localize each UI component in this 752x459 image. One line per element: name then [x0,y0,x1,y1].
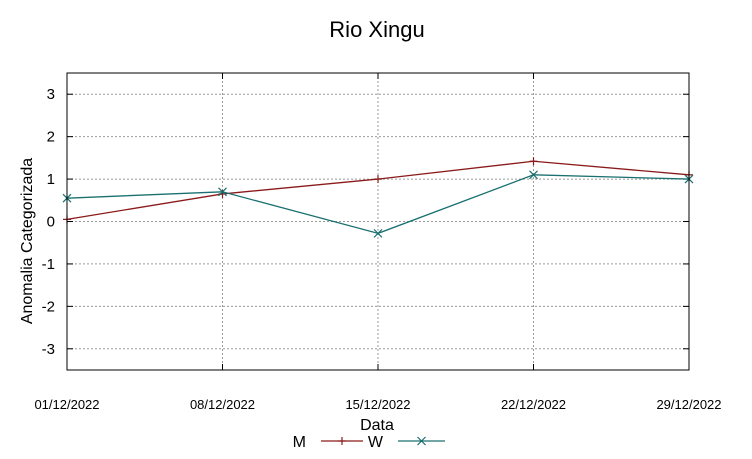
x-axis-label: Data [360,417,394,434]
legend-marker [417,436,426,446]
data-point-w [529,170,538,180]
legend-label: W [368,434,384,451]
data-point-m [529,157,538,166]
grid-lines [67,73,689,370]
x-tick-label: 01/12/2022 [34,397,99,412]
legend-marker [338,437,346,445]
x-tick-label: 08/12/2022 [190,397,255,412]
data-point-w [218,187,227,197]
data-point-m [374,175,382,184]
y-tick-label: -3 [42,341,55,358]
y-tick-label: 2 [47,129,55,146]
y-tick-label: -2 [42,298,55,315]
x-tick-label: 22/12/2022 [501,397,566,412]
plot-frame [66,72,690,371]
y-tick-label: 0 [47,214,55,231]
chart-title: Rio Xingu [329,17,424,42]
legend-label: M [293,434,306,451]
x-tick-label: 29/12/2022 [656,397,721,412]
y-tick-label: -1 [42,256,55,273]
series-lines [62,157,694,238]
y-tick-label: 1 [47,171,55,188]
y-axis-ticks: -3 -2 -1 0 1 2 3 [42,86,689,358]
x-tick-label: 15/12/2022 [345,397,410,412]
data-point-w [373,228,383,238]
y-tick-label: 3 [47,86,55,103]
y-axis-label: Anomalia Categorizada [19,158,36,324]
